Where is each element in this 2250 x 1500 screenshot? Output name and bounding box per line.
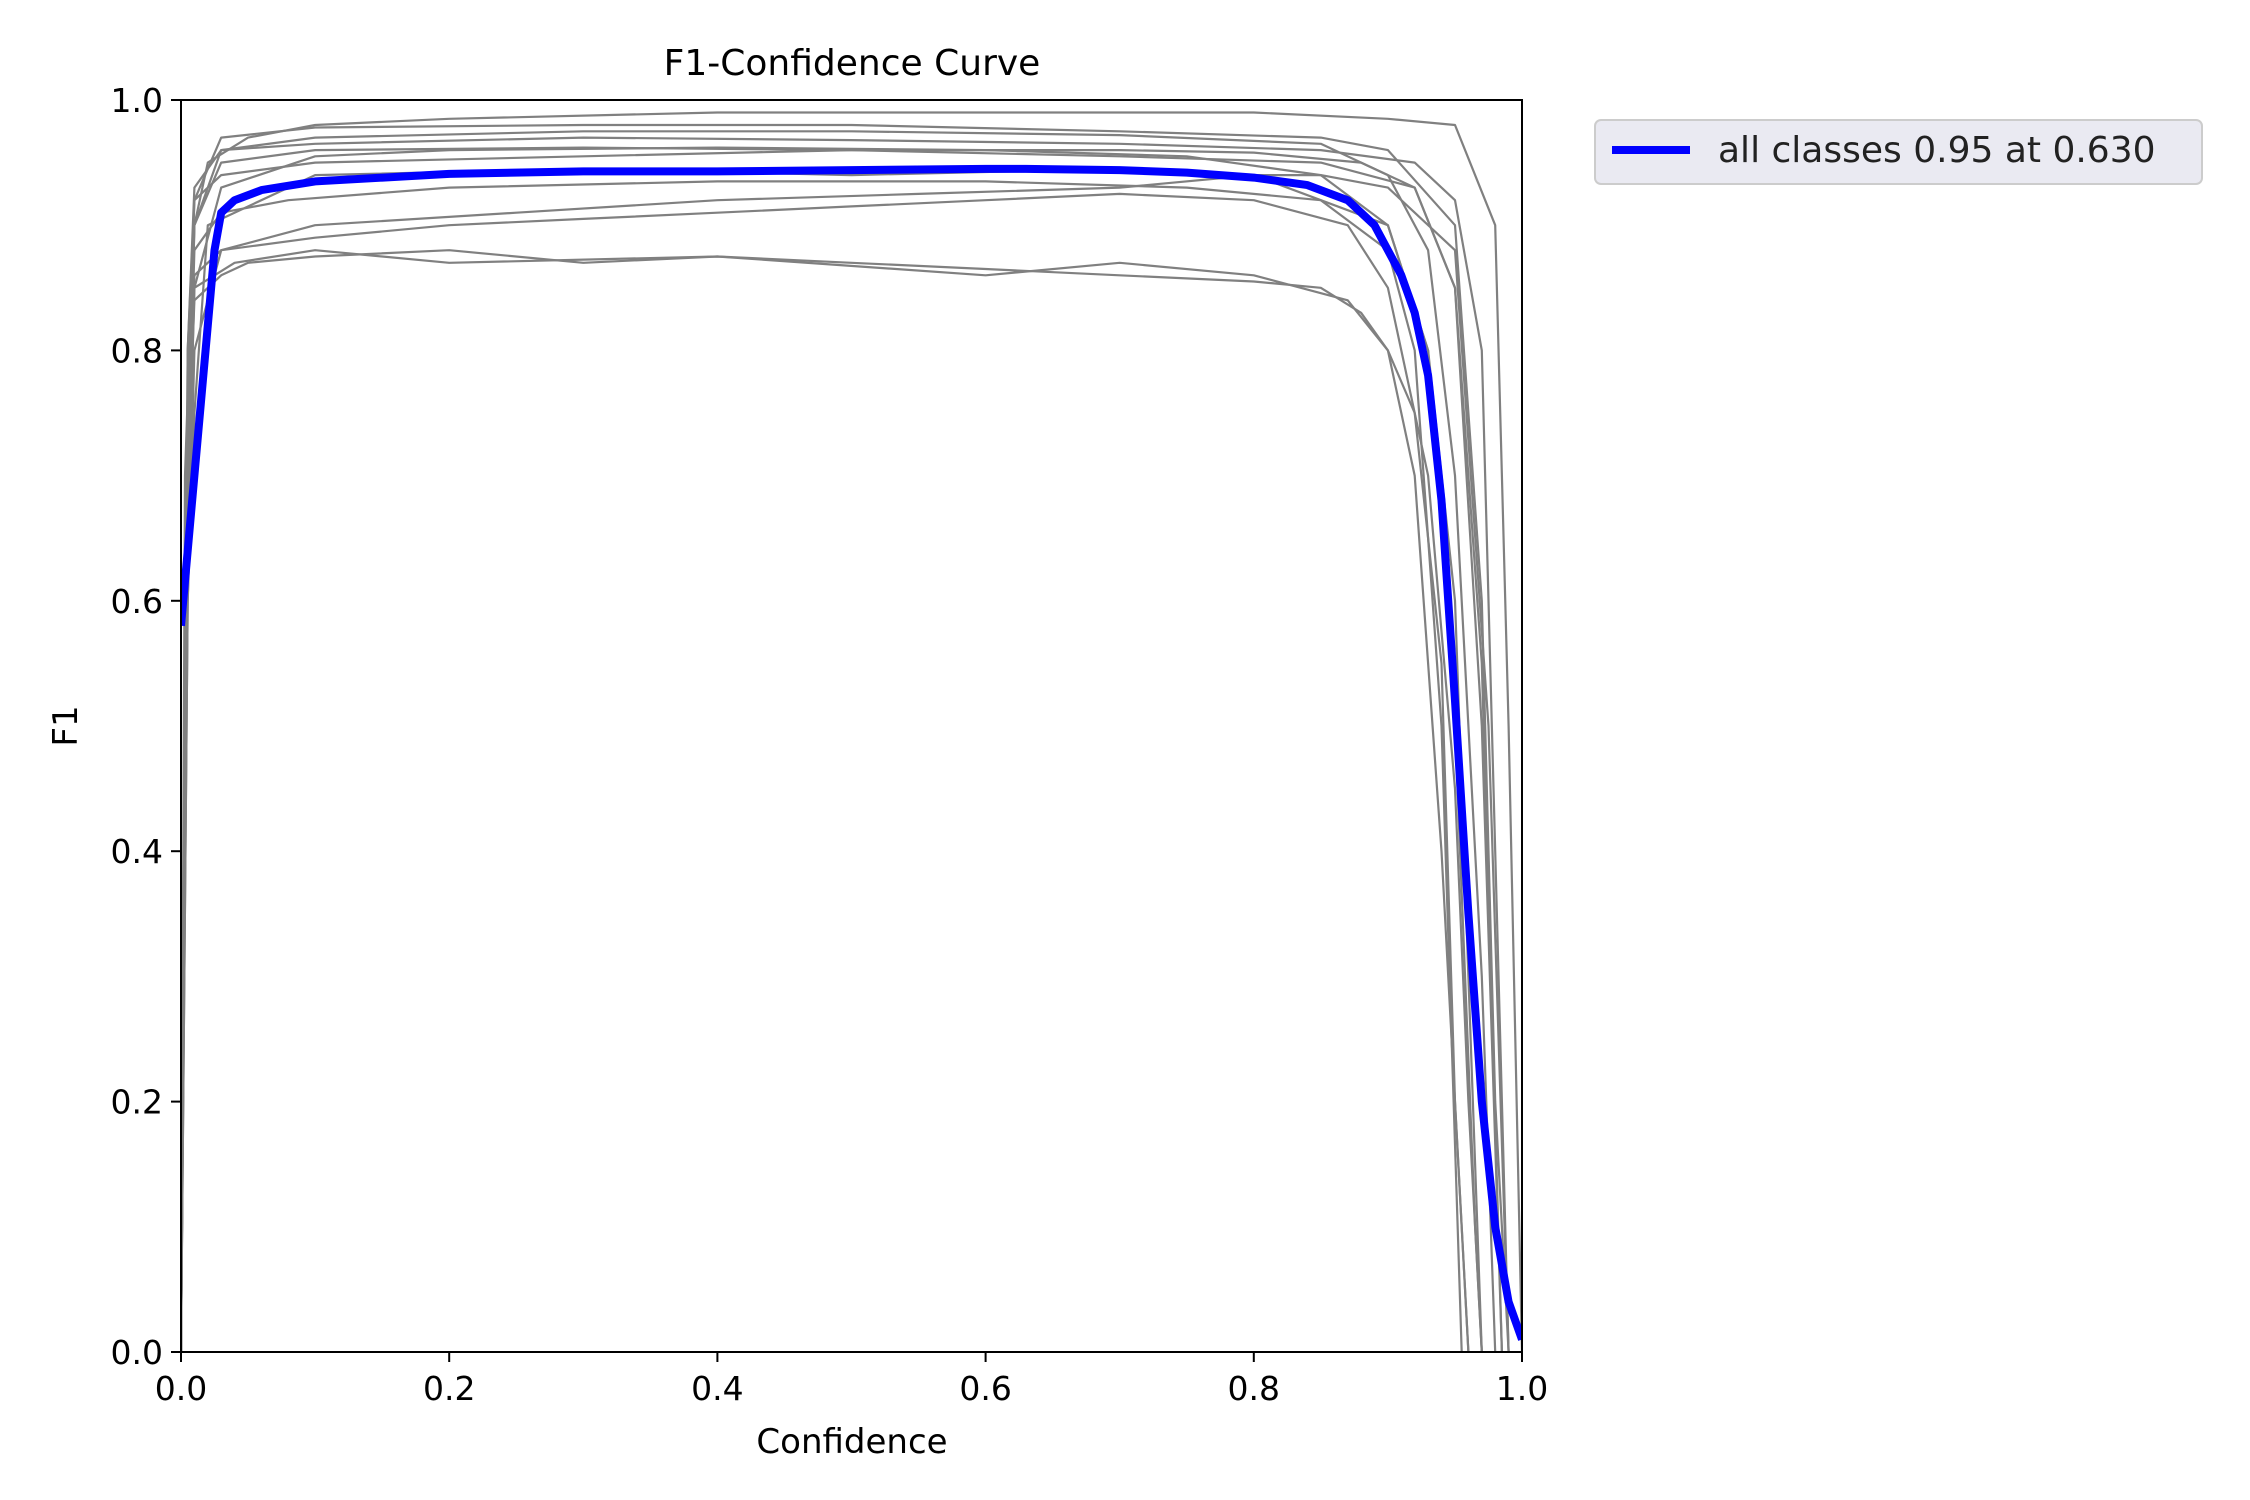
chart-title: F1-Confidence Curve xyxy=(664,43,1041,84)
y-tick-label: 0.0 xyxy=(111,1333,163,1372)
curves-group xyxy=(181,111,1522,1352)
series-line-class-5 xyxy=(181,192,1483,1352)
series-line-class-2 xyxy=(181,123,1510,1352)
y-tick-label: 0.6 xyxy=(111,582,163,621)
series-line-class-8 xyxy=(181,249,1470,1352)
plot-frame xyxy=(180,99,1523,1353)
x-tick-label: 0.8 xyxy=(1228,1369,1280,1408)
series-line-class-11 xyxy=(181,111,1522,1352)
series-line-class-12 xyxy=(181,180,1463,1352)
series-line-class-7 xyxy=(181,174,1510,1352)
x-tick-label: 0.0 xyxy=(155,1369,207,1408)
y-tick-label: 0.4 xyxy=(111,832,163,871)
x-axis-label: Confidence xyxy=(756,1422,947,1462)
y-axis-label: F1 xyxy=(46,705,86,746)
legend-label-all-classes: all classes 0.95 at 0.630 xyxy=(1718,130,2156,171)
legend-box xyxy=(1594,119,2203,185)
y-tick-label: 0.2 xyxy=(111,1083,163,1122)
x-axis: 0.0 0.2 0.4 0.6 0.8 1.0 xyxy=(155,1352,1548,1408)
y-tick-label: 0.8 xyxy=(111,331,163,370)
x-tick-label: 0.4 xyxy=(691,1369,743,1408)
series-line-class-9 xyxy=(181,136,1510,1352)
series-line-class-1 xyxy=(181,130,1497,1352)
y-tick-label: 1.0 xyxy=(111,81,163,120)
series-line-all-classes xyxy=(181,164,1522,1341)
y-axis: 0.0 0.2 0.4 0.6 0.8 1.0 xyxy=(111,81,181,1372)
series-line-class-4 xyxy=(181,249,1470,1352)
x-tick-label: 0.6 xyxy=(959,1369,1011,1408)
series-line-class-10 xyxy=(181,167,1483,1352)
x-tick-label: 0.2 xyxy=(423,1369,475,1408)
x-tick-label: 1.0 xyxy=(1496,1369,1548,1408)
plot-area xyxy=(180,99,1523,1353)
series-line-class-3 xyxy=(181,146,1483,1352)
series-line-class-13 xyxy=(181,146,1503,1352)
legend: all classes 0.95 at 0.630 xyxy=(1594,119,2203,185)
series-line-class-6 xyxy=(181,149,1503,1352)
